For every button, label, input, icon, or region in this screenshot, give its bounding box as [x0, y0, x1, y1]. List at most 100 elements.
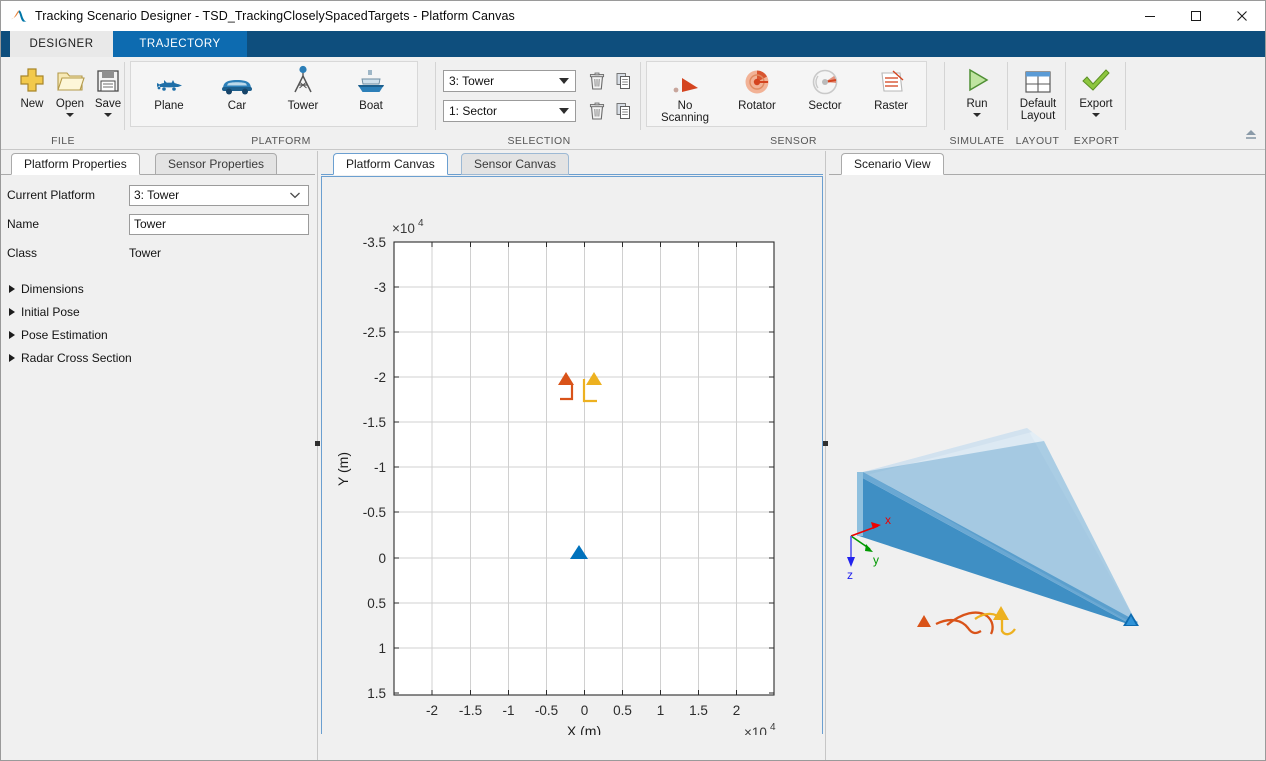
selection-row-platform: 3: Tower	[443, 69, 636, 93]
splitter-handle[interactable]	[823, 441, 828, 446]
section-radar-cross-section[interactable]: Radar Cross Section	[9, 349, 132, 367]
plus-icon	[17, 61, 47, 95]
car-label: Car	[227, 100, 247, 112]
platform-selection-combo[interactable]: 3: Tower	[443, 70, 576, 92]
field-current-platform: Current Platform 3: Tower	[7, 184, 309, 206]
name-label: Name	[7, 217, 40, 231]
svg-text:-1.5: -1.5	[363, 415, 386, 430]
section-dimensions[interactable]: Dimensions	[9, 280, 84, 298]
raster-button[interactable]: Raster	[862, 63, 920, 129]
x-axis-exponent: ×10	[744, 725, 767, 735]
copy-sensor-button[interactable]	[610, 99, 636, 123]
boat-button[interactable]: Boat	[342, 63, 400, 129]
plane-button[interactable]: Plane	[140, 63, 198, 129]
run-button[interactable]: Run	[948, 61, 1006, 127]
current-platform-value: 3: Tower	[134, 188, 180, 202]
delete-sensor-button[interactable]	[584, 99, 610, 123]
tab-trajectory[interactable]: TRAJECTORY	[113, 31, 247, 57]
sector-icon	[810, 63, 840, 97]
raster-icon	[876, 63, 906, 97]
boat-icon	[354, 63, 388, 97]
svg-text:0.5: 0.5	[367, 596, 386, 611]
svg-text:0.5: 0.5	[613, 703, 632, 718]
svg-text:1.5: 1.5	[689, 703, 708, 718]
tab-platform-properties[interactable]: Platform Properties	[11, 153, 140, 175]
scenario-3d-svg[interactable]: x y z	[829, 176, 1266, 761]
sector-label: Sector	[808, 100, 842, 112]
marker-tower[interactable]	[570, 545, 588, 559]
chevron-down-icon[interactable]	[1092, 113, 1100, 117]
minimize-button[interactable]	[1127, 1, 1173, 31]
platform-selection-value: 3: Tower	[449, 74, 495, 88]
ribbon-group-file: New Open	[1, 57, 125, 150]
tower-button[interactable]: Tower	[274, 63, 332, 129]
new-button[interactable]: New	[3, 61, 61, 127]
rotator-icon	[742, 63, 772, 97]
tab-scenario-view[interactable]: Scenario View	[841, 153, 944, 175]
right-splitter[interactable]	[823, 151, 829, 760]
sensor-selection-combo[interactable]: 1: Sector	[443, 100, 576, 122]
group-label-sensor: SENSOR	[770, 135, 817, 147]
tab-designer[interactable]: DESIGNER	[10, 31, 113, 57]
car-icon	[218, 63, 256, 97]
copy-platform-button[interactable]	[610, 69, 636, 93]
svg-text:-2.5: -2.5	[363, 325, 386, 340]
delete-platform-button[interactable]	[584, 69, 610, 93]
ribbon-toolbar: New Open	[1, 57, 1265, 157]
name-input[interactable]: Tower	[129, 213, 309, 235]
section-pose-estimation[interactable]: Pose Estimation	[9, 326, 108, 344]
chevron-down-icon[interactable]	[66, 113, 74, 117]
tab-platform-canvas[interactable]: Platform Canvas	[333, 153, 448, 175]
splitter-handle[interactable]	[315, 441, 320, 446]
scenario-view-panel: Scenario View	[829, 151, 1266, 761]
collapse-ribbon-icon[interactable]	[1243, 126, 1259, 147]
platform-canvas-plot[interactable]: -3.5 -3 -2.5 -2 -1.5 -1 -0.5 0 0.5 1 1.5…	[322, 177, 822, 735]
current-platform-combo[interactable]: 3: Tower	[129, 184, 309, 206]
marker-target-1[interactable]	[558, 372, 574, 385]
svg-text:-1: -1	[374, 460, 386, 475]
sector-button[interactable]: Sector	[796, 63, 854, 129]
rotator-button[interactable]: Rotator	[728, 63, 786, 129]
car-button[interactable]: Car	[208, 63, 266, 129]
chevron-down-icon[interactable]	[973, 113, 981, 117]
axis-x-arrow	[871, 522, 881, 529]
chevron-down-icon	[559, 108, 569, 114]
group-label-file: FILE	[51, 135, 75, 147]
scenario-marker-target-2[interactable]	[993, 606, 1009, 620]
close-button[interactable]	[1219, 1, 1265, 31]
default-layout-button[interactable]: Default Layout	[1009, 61, 1067, 127]
scenario-marker-tower[interactable]	[1123, 613, 1139, 626]
scenario-marker-target-1[interactable]	[917, 615, 931, 627]
group-separator	[435, 62, 436, 130]
maximize-button[interactable]	[1173, 1, 1219, 31]
tower-label: Tower	[287, 100, 319, 112]
group-label-selection: SELECTION	[507, 135, 571, 147]
svg-text:-0.5: -0.5	[535, 703, 558, 718]
no-scanning-button[interactable]: No Scanning	[652, 63, 718, 129]
left-splitter[interactable]	[315, 151, 321, 760]
svg-text:4: 4	[770, 722, 776, 733]
save-button[interactable]: Save	[79, 61, 137, 127]
section-pose-estimation-label: Pose Estimation	[21, 328, 108, 342]
export-button[interactable]: Export	[1067, 61, 1125, 127]
open-button[interactable]: Open	[41, 61, 99, 127]
trajectory-target-1b-3d	[946, 611, 994, 635]
scenario-3d-view[interactable]: x y z	[829, 176, 1266, 761]
section-initial-pose-label: Initial Pose	[21, 305, 80, 319]
boat-label: Boat	[359, 100, 383, 112]
field-class: Class Tower	[7, 242, 161, 264]
chevron-down-icon[interactable]	[104, 113, 112, 117]
marker-target-2[interactable]	[586, 372, 602, 385]
plane-icon	[151, 63, 187, 97]
tab-sensor-canvas[interactable]: Sensor Canvas	[461, 153, 570, 175]
run-play-icon	[962, 61, 992, 95]
platform-canvas-frame[interactable]: -3.5 -3 -2.5 -2 -1.5 -1 -0.5 0 0.5 1 1.5…	[321, 176, 823, 735]
tower-icon	[288, 63, 318, 97]
tab-sensor-properties[interactable]: Sensor Properties	[155, 153, 278, 175]
svg-text:-0.5: -0.5	[363, 505, 386, 520]
svg-text:-2: -2	[426, 703, 438, 718]
sensor-beam-back-face	[857, 472, 863, 536]
section-initial-pose[interactable]: Initial Pose	[9, 303, 80, 321]
raster-label: Raster	[874, 100, 908, 112]
ribbon-group-simulate: Run SIMULATE	[946, 57, 1008, 150]
